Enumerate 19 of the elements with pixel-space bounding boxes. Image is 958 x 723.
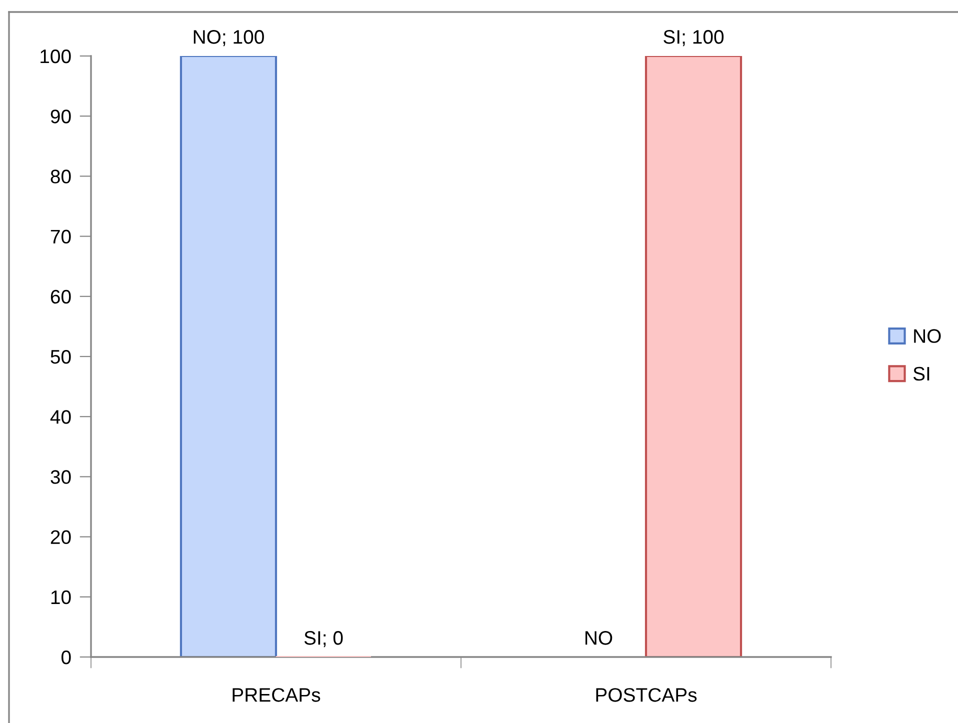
y-tick-label: 50 bbox=[50, 350, 71, 364]
y-tick-label: 80 bbox=[50, 170, 71, 184]
y-tick-label: 70 bbox=[50, 230, 71, 244]
y-tick-label: 0 bbox=[62, 650, 71, 664]
y-tick-label: 60 bbox=[50, 290, 71, 304]
data-label: SI; 100 bbox=[664, 30, 724, 46]
legend-label: NO bbox=[914, 329, 941, 343]
legend-label: SI bbox=[913, 366, 930, 381]
x-tick-label: PRECAPs bbox=[232, 688, 320, 702]
y-tick-label: 30 bbox=[50, 470, 71, 484]
y-tick-label: 100 bbox=[40, 49, 71, 64]
y-tick-label: 10 bbox=[51, 590, 71, 604]
y-tick-label: 90 bbox=[50, 110, 71, 124]
y-tick-label: 40 bbox=[50, 410, 71, 424]
data-label: NO; 100 bbox=[194, 30, 264, 46]
y-tick-label: 20 bbox=[50, 530, 71, 544]
x-tick-label: POSTCAPs bbox=[596, 688, 697, 702]
data-label: SI; 0 bbox=[304, 631, 343, 648]
text: NO bbox=[586, 631, 612, 645]
